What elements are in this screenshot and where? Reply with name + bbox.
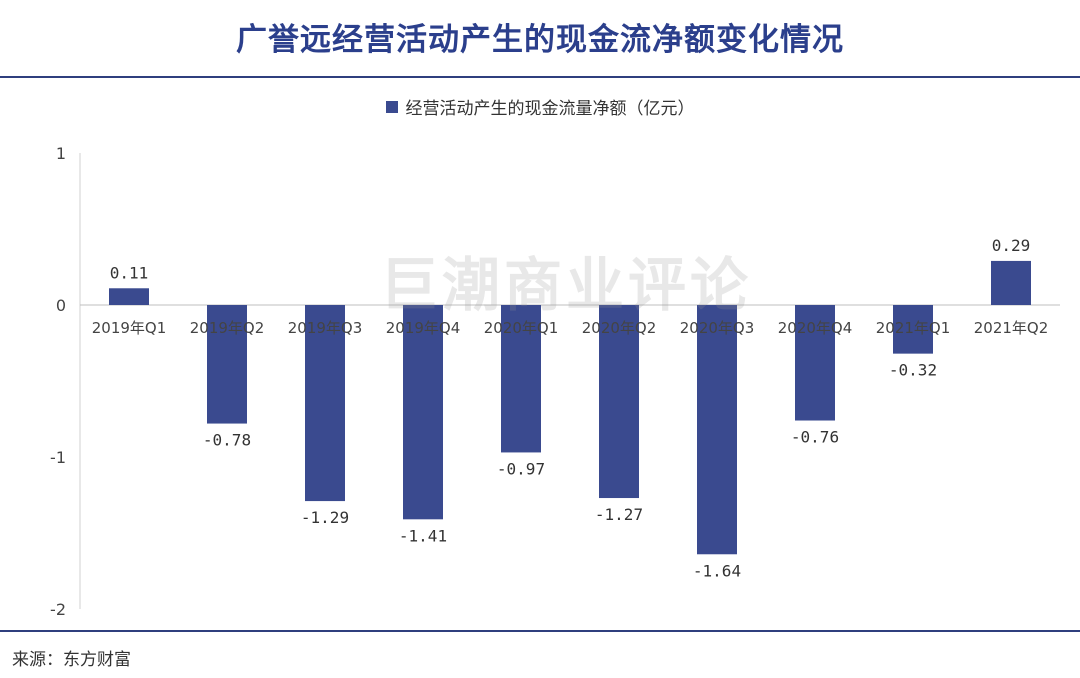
x-tick-label: 2020年Q4 <box>778 319 853 337</box>
x-tick-label: 2019年Q1 <box>92 319 167 337</box>
source-note: 来源：东方财富 <box>12 650 131 670</box>
x-tick-label: 2020年Q2 <box>582 319 657 337</box>
y-tick-label: 1 <box>56 144 66 163</box>
x-tick-label: 2019年Q2 <box>190 319 265 337</box>
top-divider <box>0 76 1080 78</box>
data-label: -0.76 <box>791 428 839 447</box>
bar <box>697 305 737 555</box>
y-tick-label: 0 <box>56 296 66 315</box>
x-tick-label: 2019年Q3 <box>288 319 363 337</box>
bottom-divider <box>0 630 1080 632</box>
legend-swatch <box>385 101 398 113</box>
data-label: -0.78 <box>203 431 251 450</box>
watermark: 巨潮商业评论 <box>380 251 753 319</box>
data-label: -1.29 <box>301 508 349 527</box>
data-label: -0.32 <box>889 361 937 380</box>
bar <box>403 305 443 520</box>
bar <box>109 288 149 305</box>
chart-title: 广誉远经营活动产生的现金流净额变化情况 <box>236 22 844 58</box>
bar <box>207 305 247 424</box>
x-tick-label: 2021年Q1 <box>876 319 951 337</box>
bar <box>305 305 345 502</box>
legend: 经营活动产生的现金流量净额（亿元） <box>0 94 1080 119</box>
y-tick-label: -1 <box>50 448 66 467</box>
data-label: 0.29 <box>992 236 1031 255</box>
legend-label: 经营活动产生的现金流量净额（亿元） <box>405 99 695 119</box>
bar <box>893 305 933 354</box>
bar <box>991 260 1031 305</box>
data-label: -1.64 <box>693 561 741 580</box>
data-label: -1.27 <box>595 505 643 524</box>
bar <box>795 305 835 421</box>
bar <box>599 305 639 499</box>
y-tick-label: -2 <box>50 600 66 619</box>
x-tick-label: 2020年Q3 <box>680 319 755 337</box>
bar <box>501 305 541 453</box>
data-label: -1.41 <box>399 526 447 545</box>
x-tick-label: 2020年Q1 <box>484 319 559 337</box>
x-tick-label: 2019年Q4 <box>386 319 461 337</box>
data-label: 0.11 <box>110 263 149 282</box>
data-label: -0.97 <box>497 459 545 478</box>
x-tick-label: 2021年Q2 <box>974 319 1049 337</box>
